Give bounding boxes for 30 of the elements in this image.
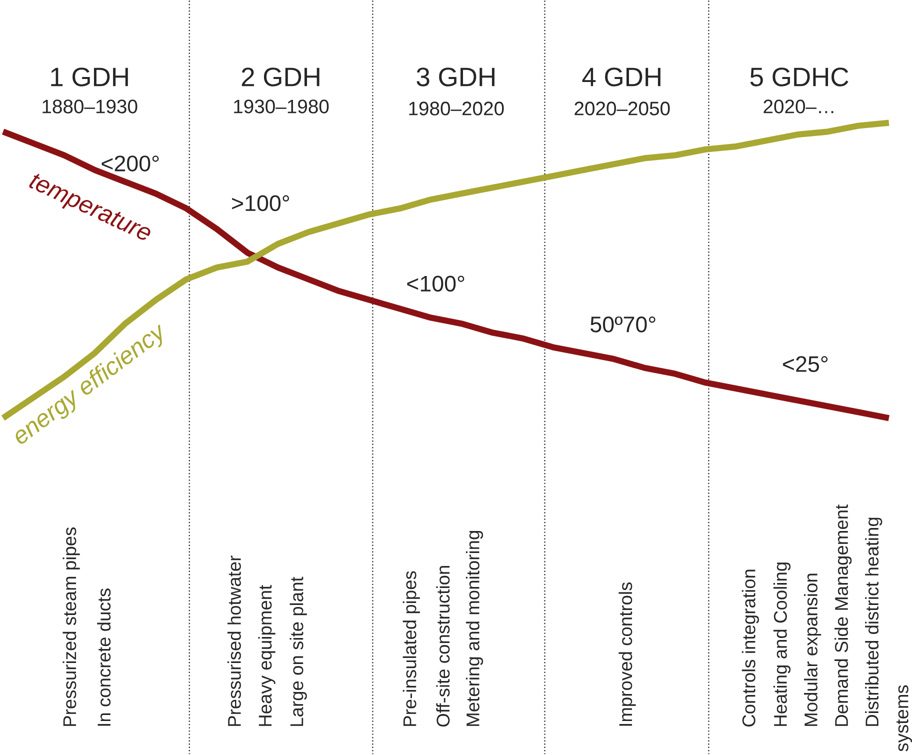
text: Pre-insulated pipes [402, 571, 420, 726]
text: In concrete ducts [97, 588, 111, 726]
text: Heavy equipment [258, 585, 276, 726]
text: 4 GDH [582, 68, 660, 86]
annotation: <100° [407, 276, 464, 292]
text: 1930–1980 [234, 100, 329, 114]
text: Metering and monitoring [466, 531, 484, 726]
text: 1 GDH [51, 68, 128, 86]
text: 2020–… [764, 100, 834, 114]
text: 2020–2050 [574, 102, 670, 116]
annotation: 50º70° [590, 316, 656, 333]
annotation: <25° [783, 356, 828, 372]
text: Pressurized steam pipes [62, 528, 80, 726]
text: 5 GDHC [750, 68, 848, 86]
text: 1880–1930 [42, 100, 138, 114]
annotation: <200° [102, 156, 159, 172]
text: Off-site construction [436, 566, 450, 727]
text: systems [896, 685, 912, 752]
text: Modular expansion [804, 574, 822, 726]
text: Improved controls [618, 582, 636, 726]
text: 1980–2020 [409, 102, 504, 116]
annotation: >100° [232, 195, 290, 212]
text: Demand Side Management [834, 504, 852, 726]
text: 2 GDH [242, 68, 320, 86]
text: Distributed district heating [865, 518, 882, 726]
text: Pressurised hotwater [227, 556, 241, 726]
text: Controls integration [742, 570, 759, 727]
text: 3 GDH [416, 68, 494, 86]
text: Large on site plant [290, 576, 307, 726]
text: Heating and Cooling [773, 562, 791, 726]
